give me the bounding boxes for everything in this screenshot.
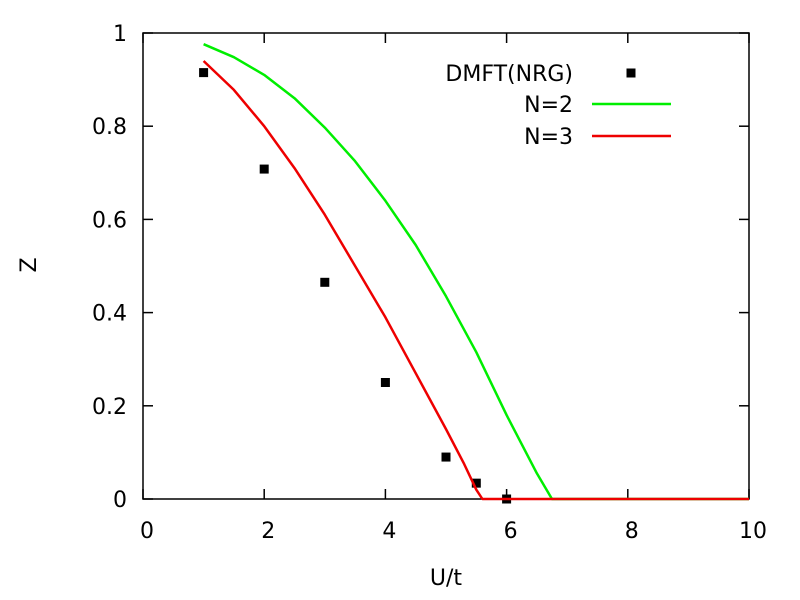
x-tick-label: 6 <box>504 519 518 544</box>
y-tick-label: 1 <box>113 22 127 47</box>
data-point <box>320 277 330 287</box>
y-tick-label: 0.8 <box>92 115 127 140</box>
legend-point-swatch <box>626 68 636 78</box>
x-tick-label: 4 <box>382 519 396 544</box>
series-layer <box>199 43 749 504</box>
data-point <box>471 478 481 488</box>
data-point <box>259 164 269 174</box>
x-tick-label: 2 <box>261 519 275 544</box>
series-line-n-2 <box>203 43 749 501</box>
y-tick-label: 0.2 <box>92 395 127 420</box>
x-tick-label: 0 <box>140 519 154 544</box>
series-line-n-3 <box>202 60 749 501</box>
data-point <box>380 378 390 387</box>
data-point <box>199 68 209 78</box>
legend-label: N=3 <box>524 125 573 150</box>
plot-frame <box>142 32 750 500</box>
y-tick-label: 0 <box>113 488 127 513</box>
x-axis-label: U/t <box>430 566 463 591</box>
x-tick-label: 10 <box>739 519 767 544</box>
y-axis-label: Z <box>17 257 42 272</box>
data-point <box>441 452 451 462</box>
y-axis-ticks: 0 0.2 0.4 0.6 0.8 1 <box>92 22 749 513</box>
y-tick-label: 0.6 <box>92 208 127 233</box>
y-tick-label: 0.4 <box>92 302 127 327</box>
x-axis-ticks: 0 2 4 6 8 10 <box>140 33 767 544</box>
plot-border <box>142 32 750 500</box>
legend-label: DMFT(NRG) <box>445 62 573 87</box>
legend: DMFT(NRG) N=2 N=3 <box>445 62 671 150</box>
x-tick-label: 8 <box>625 519 639 544</box>
legend-label: N=2 <box>524 93 573 118</box>
